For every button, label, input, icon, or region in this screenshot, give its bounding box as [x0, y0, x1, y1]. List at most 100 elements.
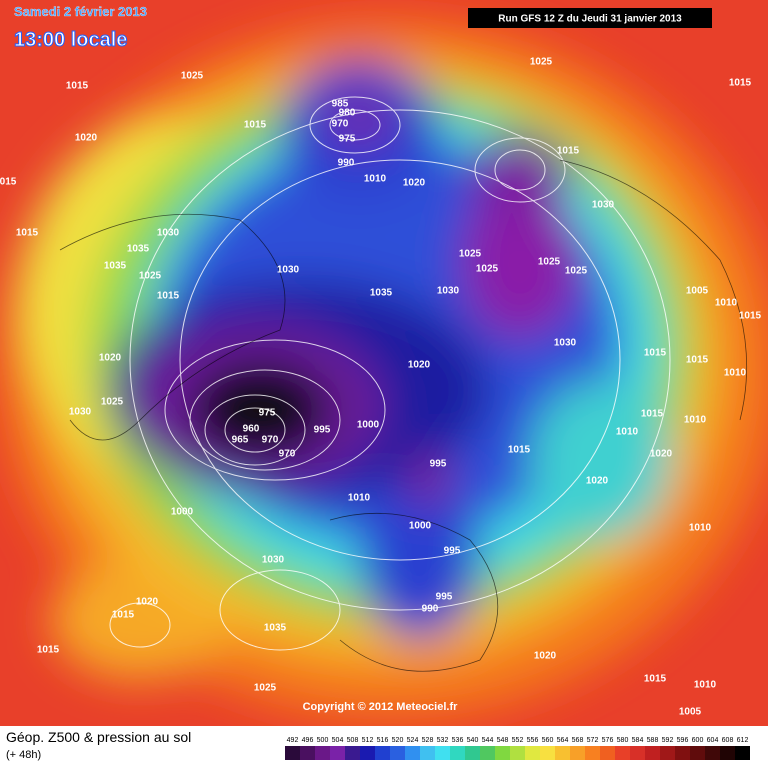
colorbar-cell: [405, 746, 420, 760]
colorbar-cell: [435, 746, 450, 760]
colorbar-cell: [315, 746, 330, 760]
footer-title: Géop. Z500 & pression au sol: [6, 729, 191, 745]
colorbar-label: 556: [527, 737, 539, 744]
colorbar-cell: [420, 746, 435, 760]
colorbar-cell: [510, 746, 525, 760]
copyright: Copyright © 2012 Meteociel.fr: [303, 701, 459, 713]
colorbar-label: 540: [467, 737, 479, 744]
isobar-label: 1020: [75, 133, 98, 144]
isobar-label: 1015: [644, 348, 667, 359]
colorbar-cell: [720, 746, 735, 760]
colorbar-cell: [630, 746, 645, 760]
isobar-label: 985: [332, 99, 349, 110]
colorbar-label: 504: [332, 737, 344, 744]
isobar-label: 1015: [644, 674, 667, 685]
colorbar-cell: [330, 746, 345, 760]
colorbar-cell: [375, 746, 390, 760]
isobar-label: 1020: [136, 597, 159, 608]
colorbar-cell: [525, 746, 540, 760]
colorbar-label: 568: [572, 737, 584, 744]
isobar-label: 1025: [476, 264, 499, 275]
isobar-label: 1005: [686, 286, 709, 297]
isobar-label: 1020: [534, 651, 557, 662]
date: Samedi 2 février 2013: [14, 4, 147, 19]
run-box: [468, 8, 712, 28]
colorbar-label: 520: [392, 737, 404, 744]
isobar-label: 995: [314, 425, 331, 436]
isobar-label: 995: [444, 546, 461, 557]
colorbar-cell: [480, 746, 495, 760]
isobar-label: 1010: [715, 298, 738, 309]
isobar-label: 1020: [586, 476, 609, 487]
colorbar-cell: [660, 746, 675, 760]
colorbar-cell: [615, 746, 630, 760]
isobar-label: 1015: [66, 81, 89, 92]
isobar-label: 975: [259, 408, 276, 419]
colorbar-label: 612: [737, 737, 749, 744]
colorbar-label: 524: [407, 737, 419, 744]
isobar-label: 970: [332, 119, 349, 130]
isobar-label: 1005: [679, 707, 702, 718]
colorbar-label: 528: [422, 737, 434, 744]
colorbar-label: 492: [287, 737, 299, 744]
colorbar-label: 564: [557, 737, 569, 744]
colorbar-cell: [570, 746, 585, 760]
field: [0, 0, 768, 726]
colorbar-label: 560: [542, 737, 554, 744]
colorbar-cell: [705, 746, 720, 760]
isobar-label: 1030: [554, 338, 577, 349]
colorbar-cell: [360, 746, 375, 760]
colorbar-cell: [450, 746, 465, 760]
isobar-label: 1030: [277, 265, 300, 276]
isobar-label: 1015: [557, 146, 580, 157]
colorbar-cell: [690, 746, 705, 760]
colorbar-cell: [300, 746, 315, 760]
colorbar-cell: [735, 746, 750, 760]
isobar-label: 1030: [592, 200, 615, 211]
isobar-label: 975: [339, 134, 356, 145]
isobar-label: 1000: [357, 420, 380, 431]
isobar-label: 1030: [69, 407, 92, 418]
isobar-label: 1000: [409, 521, 432, 532]
isobar-label: 1035: [127, 244, 150, 255]
colorbar-label: 580: [617, 737, 629, 744]
isobar-labels: 1015 1025 1015 1020 015 1015 1035 1030 1035 1025 1…: [0, 57, 762, 718]
colorbar-label: 596: [677, 737, 689, 744]
colorbar-label: 608: [722, 737, 734, 744]
isobar-label: 960: [243, 424, 260, 435]
isobar-label: 1000: [171, 507, 194, 518]
isobar-label: 1030: [262, 555, 285, 566]
isobar-label: 1025: [181, 71, 204, 82]
isobar-label: 1035: [104, 261, 127, 272]
isobar-label: 015: [0, 177, 17, 188]
colorbar-label: 548: [497, 737, 509, 744]
colorbar-label: 496: [302, 737, 314, 744]
colorbar-label: 604: [707, 737, 719, 744]
isobar-label: 1020: [403, 178, 426, 189]
colorbar-cell: [390, 746, 405, 760]
colorbar-label: 532: [437, 737, 449, 744]
colorbar-cell: [345, 746, 360, 760]
isobar-label: 1015: [37, 645, 60, 656]
isobar-label: 1035: [370, 288, 393, 299]
isobar-label: 1015: [729, 78, 752, 89]
colorbar-label: 588: [647, 737, 659, 744]
colorbar-label: 544: [482, 737, 494, 744]
isobar-label: 1025: [565, 266, 588, 277]
isobar-label: 980: [339, 108, 356, 119]
colorbar-cell: [495, 746, 510, 760]
isobar-label: 1010: [689, 523, 712, 534]
isobar-label: 1020: [408, 360, 431, 371]
run: Run GFS 12 Z du Jeudi 31 janvier 2013: [498, 14, 682, 25]
isobar-label: 1010: [364, 174, 387, 185]
isobar-label: 1015: [508, 445, 531, 456]
isobar-label: 1015: [739, 311, 762, 322]
colorbar-label: 512: [362, 737, 374, 744]
isobar-label: 1015: [686, 355, 709, 366]
colorbar-label: 572: [587, 737, 599, 744]
colorbar-label: 576: [602, 737, 614, 744]
isobar-label: 1025: [139, 271, 162, 282]
isobar-label: 1020: [650, 449, 673, 460]
isobar-label: 1025: [459, 249, 482, 260]
